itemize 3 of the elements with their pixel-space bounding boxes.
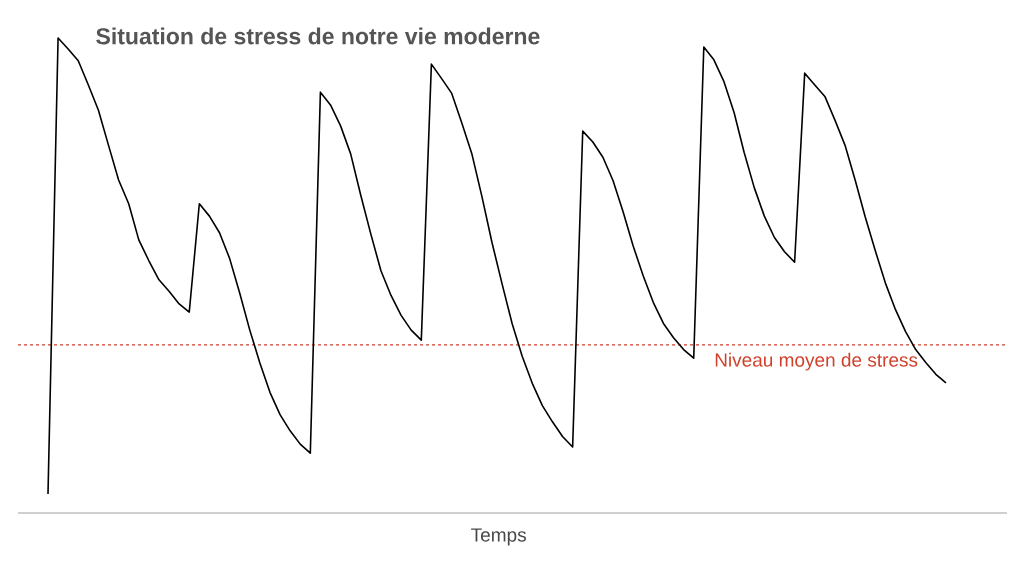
x-axis-title: Temps	[471, 528, 526, 546]
ref-line-label: Niveau moyen de stress	[715, 352, 918, 371]
chart-title: Situation de stress de notre vie moderne	[96, 27, 540, 45]
